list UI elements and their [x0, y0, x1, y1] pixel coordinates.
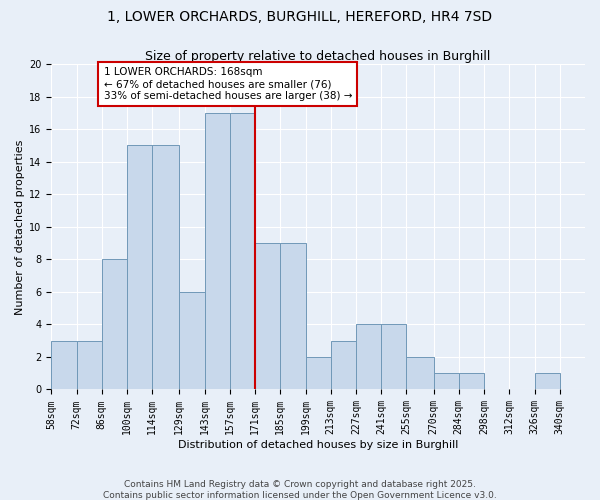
Bar — [406, 357, 434, 390]
Bar — [305, 357, 331, 390]
Title: Size of property relative to detached houses in Burghill: Size of property relative to detached ho… — [145, 50, 491, 63]
Bar — [356, 324, 381, 390]
Bar — [331, 340, 356, 390]
Bar — [179, 292, 205, 390]
Bar — [127, 146, 152, 390]
Bar — [230, 113, 255, 390]
Bar — [280, 243, 305, 390]
Bar — [459, 373, 484, 390]
Bar — [77, 340, 102, 390]
Bar — [381, 324, 406, 390]
Y-axis label: Number of detached properties: Number of detached properties — [15, 139, 25, 314]
Bar — [434, 373, 459, 390]
Text: 1, LOWER ORCHARDS, BURGHILL, HEREFORD, HR4 7SD: 1, LOWER ORCHARDS, BURGHILL, HEREFORD, H… — [107, 10, 493, 24]
Bar — [205, 113, 230, 390]
Text: Contains HM Land Registry data © Crown copyright and database right 2025.
Contai: Contains HM Land Registry data © Crown c… — [103, 480, 497, 500]
Bar — [255, 243, 280, 390]
Bar — [51, 340, 77, 390]
Bar — [152, 146, 179, 390]
Text: 1 LOWER ORCHARDS: 168sqm
← 67% of detached houses are smaller (76)
33% of semi-d: 1 LOWER ORCHARDS: 168sqm ← 67% of detach… — [104, 68, 352, 100]
Bar — [535, 373, 560, 390]
Bar — [102, 260, 127, 390]
X-axis label: Distribution of detached houses by size in Burghill: Distribution of detached houses by size … — [178, 440, 458, 450]
